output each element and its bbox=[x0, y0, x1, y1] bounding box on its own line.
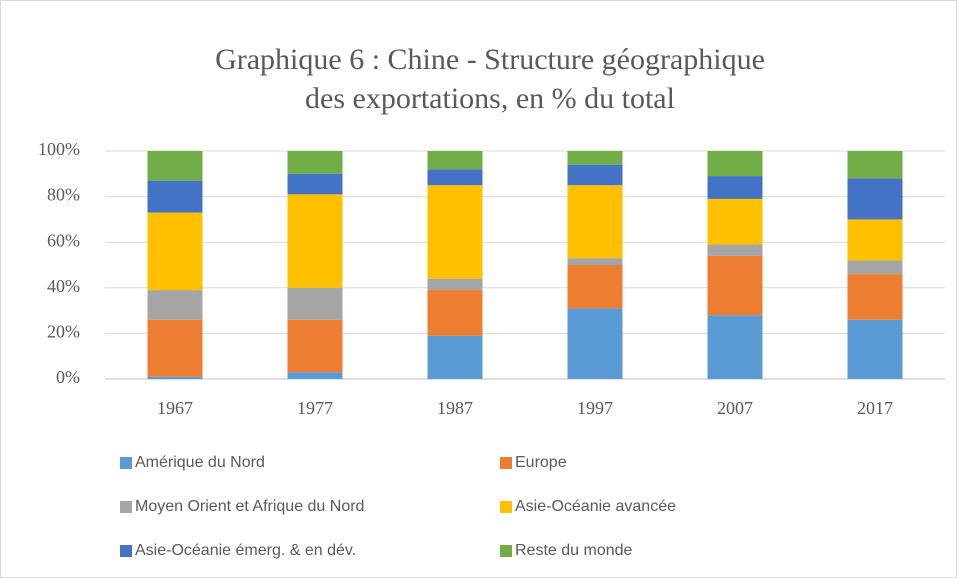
x-tick-label: 2017 bbox=[857, 398, 893, 418]
x-tick-label: 2007 bbox=[717, 398, 753, 418]
bar-segment bbox=[147, 319, 203, 377]
bar-segment bbox=[567, 308, 623, 379]
bar-segment bbox=[427, 278, 483, 291]
bar-segment bbox=[707, 244, 763, 256]
legend-label: Asie-Océanie avancée bbox=[515, 498, 676, 515]
bar-segment bbox=[567, 185, 623, 259]
x-tick-label: 1967 bbox=[157, 398, 193, 418]
bar-segment bbox=[287, 287, 343, 320]
legend-swatch bbox=[120, 545, 132, 557]
bar-segment bbox=[147, 376, 203, 379]
bar-segment bbox=[287, 194, 343, 288]
bar-segment bbox=[567, 164, 623, 186]
bar-segment bbox=[707, 151, 763, 177]
bar-segment bbox=[147, 212, 203, 291]
y-tick-label: 80% bbox=[47, 185, 80, 205]
bar-segment bbox=[427, 290, 483, 336]
bar-segment bbox=[427, 185, 483, 279]
bar-segment bbox=[287, 151, 343, 174]
y-tick-label: 0% bbox=[56, 367, 80, 387]
bar-segment bbox=[567, 265, 623, 309]
chart-title: Graphique 6 : Chine - Structure géograph… bbox=[215, 43, 765, 76]
legend-label: Amérique du Nord bbox=[135, 454, 265, 471]
legend-swatch bbox=[500, 545, 512, 557]
bar-segment bbox=[427, 151, 483, 170]
bar-segment bbox=[567, 258, 623, 265]
legend-label: Europe bbox=[515, 454, 567, 471]
bar-segment bbox=[847, 219, 903, 261]
bar-segment bbox=[847, 151, 903, 179]
legend-swatch bbox=[120, 457, 132, 469]
bar-segment bbox=[707, 176, 763, 199]
bar-segment bbox=[427, 335, 483, 379]
bar-segment bbox=[847, 319, 903, 379]
bar-segment bbox=[287, 173, 343, 195]
legend-label: Moyen Orient et Afrique du Nord bbox=[135, 498, 364, 515]
bar-segment bbox=[427, 169, 483, 186]
legend-label: Asie-Océanie émerg. & en dév. bbox=[135, 542, 356, 559]
bar-segment bbox=[847, 178, 903, 220]
chart-title: des exportations, en % du total bbox=[305, 82, 675, 115]
legend-swatch bbox=[120, 501, 132, 513]
bar-segment bbox=[287, 372, 343, 379]
y-tick-label: 100% bbox=[38, 139, 80, 159]
bar-segment bbox=[707, 198, 763, 245]
x-tick-label: 1977 bbox=[297, 398, 333, 418]
bar-segment bbox=[707, 255, 763, 316]
bar-segment bbox=[147, 180, 203, 213]
bar-segment bbox=[287, 319, 343, 373]
bar-segment bbox=[707, 315, 763, 379]
bar-segment bbox=[567, 151, 623, 165]
legend-label: Reste du monde bbox=[515, 542, 633, 559]
x-tick-label: 1997 bbox=[577, 398, 613, 418]
y-tick-label: 40% bbox=[47, 276, 80, 296]
bar-segment bbox=[147, 151, 203, 181]
bar-segment bbox=[147, 290, 203, 320]
legend-swatch bbox=[500, 457, 512, 469]
x-tick-label: 1987 bbox=[437, 398, 473, 418]
y-tick-label: 20% bbox=[47, 322, 80, 342]
bar-segment bbox=[847, 274, 903, 320]
y-tick-label: 60% bbox=[47, 230, 80, 250]
legend-swatch bbox=[500, 501, 512, 513]
bar-segment bbox=[847, 260, 903, 275]
